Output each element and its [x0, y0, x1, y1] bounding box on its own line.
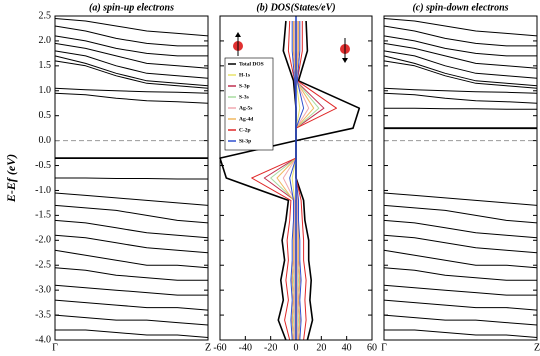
- band: [383, 249, 538, 269]
- band: [383, 192, 538, 206]
- spin-up-icon: [233, 32, 243, 56]
- band: [54, 219, 209, 239]
- legend-label: S-3s: [239, 94, 249, 100]
- band: [383, 50, 538, 79]
- x-tick-label: 40: [342, 342, 352, 353]
- band: [383, 55, 538, 87]
- x-tick-label: Γ: [52, 342, 58, 353]
- band: [54, 55, 209, 87]
- band: [54, 314, 209, 326]
- band: [383, 267, 537, 281]
- y-tick-label: 0.5: [39, 110, 52, 121]
- y-tick-label: 1.5: [39, 60, 52, 71]
- y-tick-label: -2.5: [35, 260, 51, 271]
- y-tick-label: 2.5: [39, 10, 52, 21]
- x-tick-label: 20: [316, 342, 326, 353]
- band: [54, 192, 209, 206]
- dos-curve: [219, 20, 297, 341]
- arrow-head: [342, 58, 348, 63]
- band: [383, 60, 538, 89]
- y-tick-label: 0.0: [39, 135, 52, 146]
- band: [54, 25, 208, 47]
- band: [54, 60, 209, 89]
- band: [383, 314, 538, 326]
- band: [383, 204, 538, 224]
- band: [54, 18, 209, 37]
- arrow-head: [235, 32, 241, 37]
- x-tick-label: -40: [239, 342, 252, 353]
- band: [383, 25, 537, 47]
- x-tick-label: Z: [534, 342, 540, 353]
- band: [383, 35, 537, 57]
- x-tick-label: -20: [264, 342, 277, 353]
- y-tick-label: -3.0: [35, 284, 51, 295]
- band: [54, 35, 208, 57]
- panel-frame: [383, 15, 538, 341]
- band: [383, 87, 538, 94]
- panel-title: (b) DOS(States/eV): [256, 2, 335, 13]
- y-tick-label: -0.5: [35, 160, 51, 171]
- panel-frame: [219, 15, 373, 341]
- band: [54, 87, 209, 94]
- plot-layer: (a) spin-up electrons -4.0 -3.5 -3.0 -2.5 -2.…: [4, 2, 540, 353]
- legend-label: Total DOS: [239, 61, 264, 67]
- legend-label: Si-3p: [239, 138, 251, 144]
- legend-label: C-2p: [239, 127, 251, 133]
- band: [54, 92, 209, 104]
- legend: Total DOS H-1s S-3p S-3s Ag-5s Ag-4d C-2p Si-3p: [224, 57, 274, 151]
- y-axis-label: E-Ef (eV): [4, 154, 18, 203]
- y-tick-label: 1.0: [39, 85, 52, 96]
- band: [384, 107, 537, 110]
- dos-curve: [295, 20, 361, 341]
- band: [383, 42, 538, 69]
- band: [55, 177, 208, 180]
- x-tick-label: Z: [205, 342, 211, 353]
- band: [54, 267, 208, 281]
- legend-box: [224, 57, 274, 151]
- band: [54, 299, 209, 311]
- y-tick-label: -1.0: [35, 185, 51, 196]
- panel-title: (a) spin-up electrons: [89, 2, 174, 13]
- band: [54, 249, 209, 269]
- legend-label: H-1s: [239, 72, 250, 78]
- legend-label: Ag-4d: [239, 116, 253, 122]
- panel-title: (c) spin-down electrons: [412, 2, 508, 13]
- dos-curve: [295, 21, 305, 341]
- band: [54, 50, 209, 79]
- band: [384, 329, 538, 338]
- x-tick-label: 0: [294, 342, 299, 353]
- dos-curve: [295, 21, 337, 341]
- legend-label: S-3p: [239, 83, 250, 89]
- y-tick-label: -4.0: [35, 334, 51, 345]
- band: [55, 329, 209, 338]
- x-tick-label: 60: [367, 342, 377, 353]
- y-tick-label: -3.5: [35, 309, 51, 320]
- spin-down-icon: [340, 38, 350, 63]
- band: [383, 299, 538, 311]
- panel-frame: [54, 15, 209, 341]
- band: [383, 18, 538, 37]
- band: [383, 92, 538, 104]
- y-tick-label: -1.5: [35, 210, 51, 221]
- band: [54, 284, 208, 296]
- band: [383, 284, 537, 296]
- x-tick-label: -60: [213, 342, 226, 353]
- band: [54, 42, 209, 69]
- band: [54, 234, 209, 254]
- band: [383, 219, 538, 239]
- x-tick-label: Γ: [381, 342, 387, 353]
- y-tick-label: -2.0: [35, 235, 51, 246]
- band: [54, 204, 209, 224]
- legend-label: Ag-5s: [239, 105, 252, 111]
- band: [383, 234, 538, 254]
- y-tick-label: 2.0: [39, 35, 52, 46]
